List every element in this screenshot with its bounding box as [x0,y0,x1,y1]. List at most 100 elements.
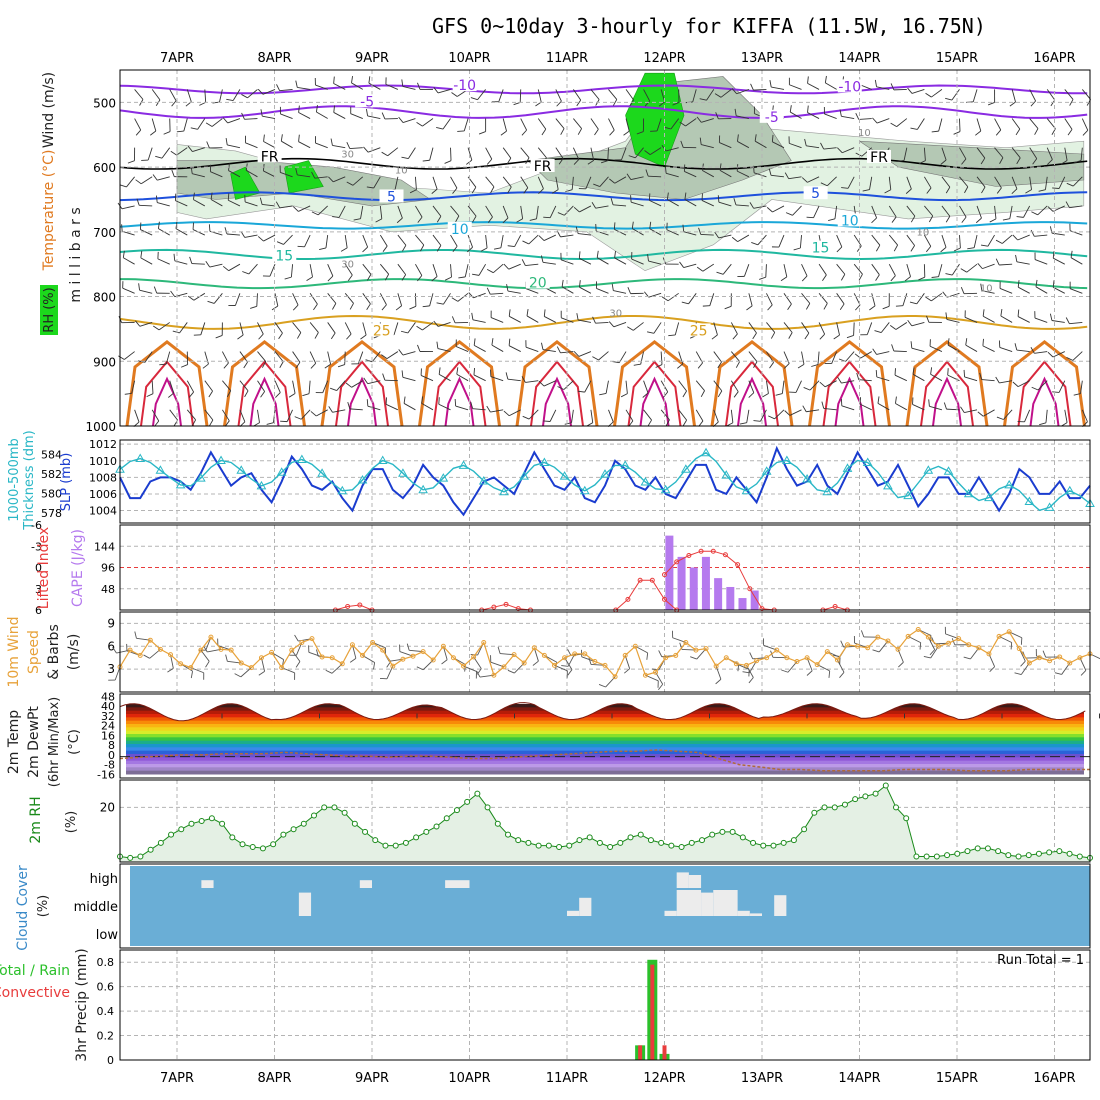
wind-barb-flag [739,422,747,425]
run-total-annotation: Run Total = 1 [997,953,1084,968]
wind-barb-flag [275,392,281,398]
wind-barb-flag [543,216,551,219]
wind-barb [702,170,714,178]
wind-barb-flag [395,305,402,311]
thickness-marker [883,480,893,490]
thickness-marker [216,455,226,465]
wind-barb-flag [567,649,572,656]
wind-barb [344,234,348,248]
thickness-marker [620,460,631,469]
wind-barb [144,351,153,363]
wind-barb-flag [679,121,686,127]
wind-barb [286,409,293,422]
thickness-marker [1024,496,1035,506]
bottom-date-axis: 7APR 8APR 9APR 10APR 11APR 12APR 13APR 14APR 15A… [160,1071,1076,1086]
wind-barb-flag [895,396,897,404]
wind-barb [841,405,855,411]
wind-barb [262,204,276,207]
wind-barb [204,89,207,103]
wind-barb [290,264,294,278]
wind-barb-flag [529,218,537,221]
pressure-tick-label: 600 [93,161,116,175]
wind-barb [151,118,157,132]
wind-barb [386,351,399,360]
wind-barb-flag [346,142,351,149]
wind-barb-flag [577,128,583,135]
wind-barb [771,86,785,90]
wind-barb-flag [1074,160,1082,163]
wind-barb [485,235,488,249]
wind-barb [122,287,135,294]
lifted-index-marker [649,577,655,583]
wind-barb [1034,317,1048,323]
wind-barb-flag [609,129,615,136]
wind-barb [239,409,246,423]
rh-marker [933,853,940,860]
wind-barb-flag [623,130,630,136]
temp-tick-label: 40 [101,700,115,713]
wind-barb-flag [310,411,317,417]
thickness-title-label: 1000-500mb [7,438,22,522]
wind-barb-flag [349,303,354,310]
thickness-marker [660,484,671,494]
wind-barb-flag [353,218,361,221]
wind-barb [635,147,644,159]
wind-speed-marker [531,645,537,651]
upper-air-temp-label: Temperature (°C) [41,150,57,272]
wind-barb [648,292,662,298]
slp-thickness-panel: 100410061008101010125785805825841000-500… [7,430,1095,531]
wind-barb-flag [889,325,897,330]
wind-barb [929,345,943,352]
wind-tick-label: 3 [107,662,115,676]
wind-barb [595,321,609,324]
wind-barb-flag [202,363,209,369]
wind-barb [491,344,504,352]
wind-barb-flag [417,216,423,223]
wind-barb-flag [787,303,792,311]
wind-barb [876,118,890,124]
rh-marker [709,831,716,838]
cloud-cell [676,890,702,916]
wind-barb [350,113,363,119]
precip-convective-bar [638,1045,643,1060]
wind-barb [1017,316,1030,323]
wind-barb [292,293,299,306]
wind-barb-flag [327,275,334,282]
wind-barb [748,351,758,362]
wind-barb-flag [365,359,373,363]
wind-speed-marker [845,642,850,648]
wind-barb [783,264,788,277]
wind-barb-flag [1066,356,1074,361]
wind-barb-flag [486,287,491,295]
wind-barb [902,293,908,306]
wind-barb [964,376,978,382]
isotherm-label: 25 [373,323,391,339]
wind-barb [860,351,872,359]
rh-marker [505,831,511,838]
wind-barb-flag [801,177,808,183]
wind-barb-flag [187,295,195,301]
isotherm-line [119,314,1088,330]
wind-barb-flag [645,169,649,177]
wind-barb [263,170,276,178]
isotherm-label-bg [759,109,784,123]
wind-barb [507,378,521,382]
wind-barb [912,404,925,411]
rh-legend-swatch [40,285,58,335]
li-tick-label: 0 [35,562,42,575]
wind-barb-flag [690,656,697,660]
wind-barb-flag [1030,229,1035,237]
wind-barb [894,374,908,382]
wind-barb-flag [294,634,299,642]
cloud-level-label: middle [74,900,118,915]
pressure-tick-label: 700 [93,226,116,240]
cape-frame [119,524,1091,611]
wind-barb-flag [807,105,809,113]
wind-barb [485,205,493,218]
lifted-index-marker [625,596,631,602]
wind-barb-flag [806,670,813,676]
wind-barb-flag [127,160,135,164]
wind-barb-flag [375,218,382,223]
wind-barb [131,380,136,394]
